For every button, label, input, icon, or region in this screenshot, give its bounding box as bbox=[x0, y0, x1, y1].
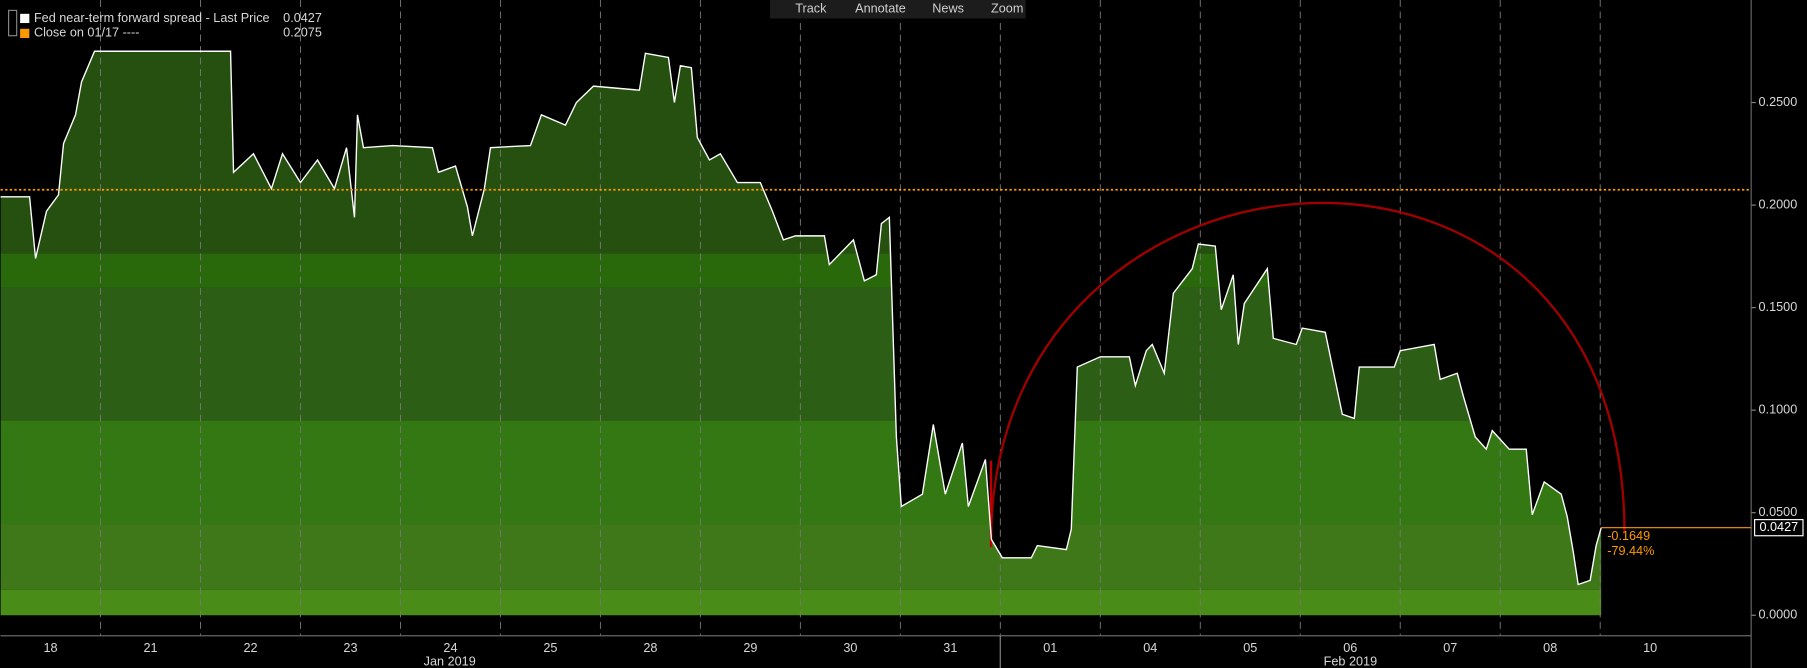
legend-label: Fed near-term forward spread - Last Pric… bbox=[34, 11, 270, 25]
x-tick-label: 08 bbox=[1543, 641, 1557, 655]
y-tick-label: 0.0000 bbox=[1759, 608, 1798, 622]
legend-label: Close on 01/17 ---- bbox=[34, 26, 140, 40]
legend-value: 0.2075 bbox=[283, 26, 322, 40]
month-label: Jan 2019 bbox=[424, 655, 476, 668]
y-tick-label: 0.0500 bbox=[1759, 505, 1798, 519]
y-tick-label: 0.2000 bbox=[1759, 197, 1798, 211]
last-price-tag bbox=[1754, 519, 1804, 537]
legend-bracket bbox=[8, 9, 18, 37]
x-tick-label: 28 bbox=[643, 641, 657, 655]
track-button[interactable]: Track bbox=[795, 2, 827, 16]
button-label[interactable]: Zoom bbox=[991, 2, 1023, 16]
annotate-button[interactable]: Annotate bbox=[855, 2, 906, 16]
button-label[interactable]: Track bbox=[795, 2, 827, 16]
x-tick-label: 05 bbox=[1243, 641, 1257, 655]
news-button[interactable]: News bbox=[932, 2, 964, 16]
legend-swatch bbox=[20, 28, 30, 39]
y-tick-label: 0.2500 bbox=[1759, 95, 1798, 109]
legend-swatch bbox=[20, 13, 30, 24]
y-tick-label: 0.1000 bbox=[1759, 403, 1798, 417]
zoom-button[interactable]: Zoom bbox=[991, 2, 1023, 16]
x-tick-label: 07 bbox=[1443, 641, 1457, 655]
arc-annotation bbox=[989, 201, 1626, 542]
x-tick-label: 01 bbox=[1043, 641, 1057, 655]
x-tick-label: 06 bbox=[1343, 641, 1357, 655]
last-price-label: 0.0427 bbox=[1759, 520, 1798, 534]
toolbar: Track Annotate News Zoom bbox=[769, 0, 1026, 19]
change-annotation: -0.1649 bbox=[1607, 529, 1650, 543]
x-tick-label: 30 bbox=[843, 641, 857, 655]
toolbar-bg bbox=[769, 0, 1026, 19]
x-tick-label: 22 bbox=[243, 641, 257, 655]
x-tick-label: 10 bbox=[1643, 641, 1657, 655]
change-annotation: -79.44% bbox=[1607, 544, 1654, 558]
x-tick-label: 18 bbox=[43, 641, 57, 655]
button-label[interactable]: News bbox=[932, 2, 964, 16]
button-label[interactable]: Annotate bbox=[855, 2, 906, 16]
x-tick-label: 24 bbox=[443, 641, 457, 655]
x-tick-label: 23 bbox=[343, 641, 357, 655]
x-tick-label: 04 bbox=[1143, 641, 1157, 655]
x-tick-label: 25 bbox=[543, 641, 557, 655]
x-tick-label: 31 bbox=[943, 641, 957, 655]
month-label: Feb 2019 bbox=[1324, 655, 1377, 668]
y-tick-label: 0.1500 bbox=[1759, 300, 1798, 314]
legend-value: 0.0427 bbox=[283, 11, 322, 25]
x-tick-label: 29 bbox=[743, 641, 757, 655]
price-line bbox=[0, 50, 1602, 586]
x-tick-label: 21 bbox=[143, 641, 157, 655]
